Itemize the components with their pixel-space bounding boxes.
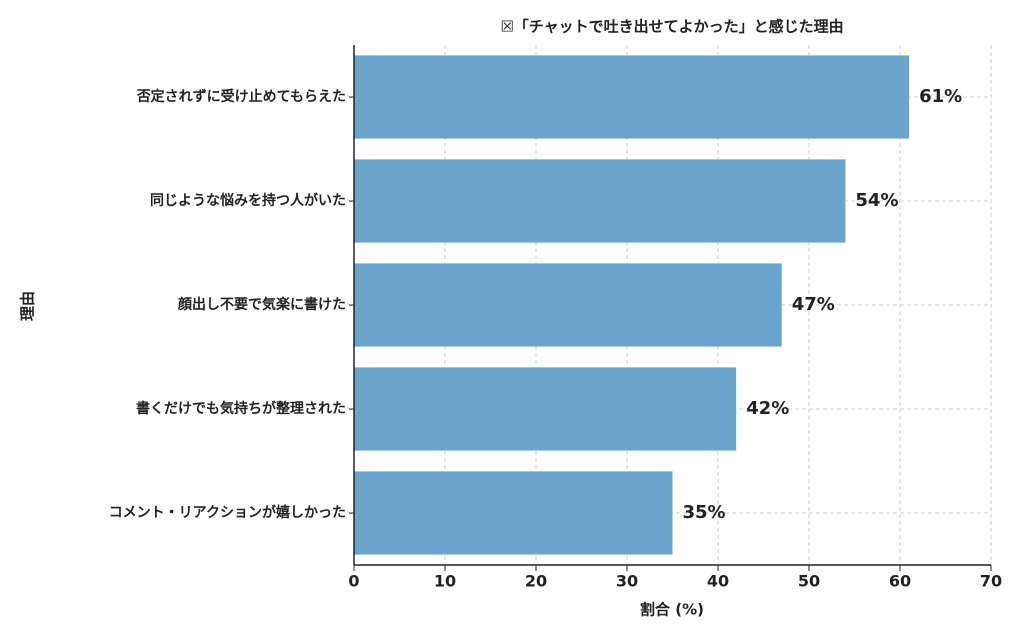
chart-title: ☒「チャットで吐き出せてよかった」と感じた理由 [500,18,843,36]
x-tick-label: 10 [434,572,456,591]
y-tick-label: 書くだけでも気持ちが整理された [136,400,346,417]
x-tick-label: 30 [616,572,638,591]
x-axis-label: 割合 (%) [640,601,704,619]
bar [354,263,782,347]
bar [354,367,737,451]
x-tick-label: 0 [348,572,359,591]
x-tick-label: 70 [980,572,1002,591]
value-label: 35% [683,502,726,523]
x-tick-label: 20 [525,572,547,591]
value-label: 42% [746,398,789,419]
x-tick-label: 50 [798,572,820,591]
value-label: 54% [855,190,898,211]
bar [354,159,846,243]
y-tick-label: コメント・リアクションが嬉しかった [109,504,346,521]
x-tick-label: 40 [707,572,729,591]
y-tick-label: 同じような悩みを持つ人がいた [150,192,346,209]
x-tick-label: 60 [889,572,911,591]
y-axis-label: 理由 [19,291,37,321]
bar [354,471,673,555]
bar [354,55,910,139]
y-tick-label: 顔出し不要で気楽に書けた [177,296,346,313]
value-label: 47% [792,294,835,315]
value-label: 61% [919,86,962,107]
y-tick-label: 否定されずに受け止めてもらえた [136,88,346,105]
